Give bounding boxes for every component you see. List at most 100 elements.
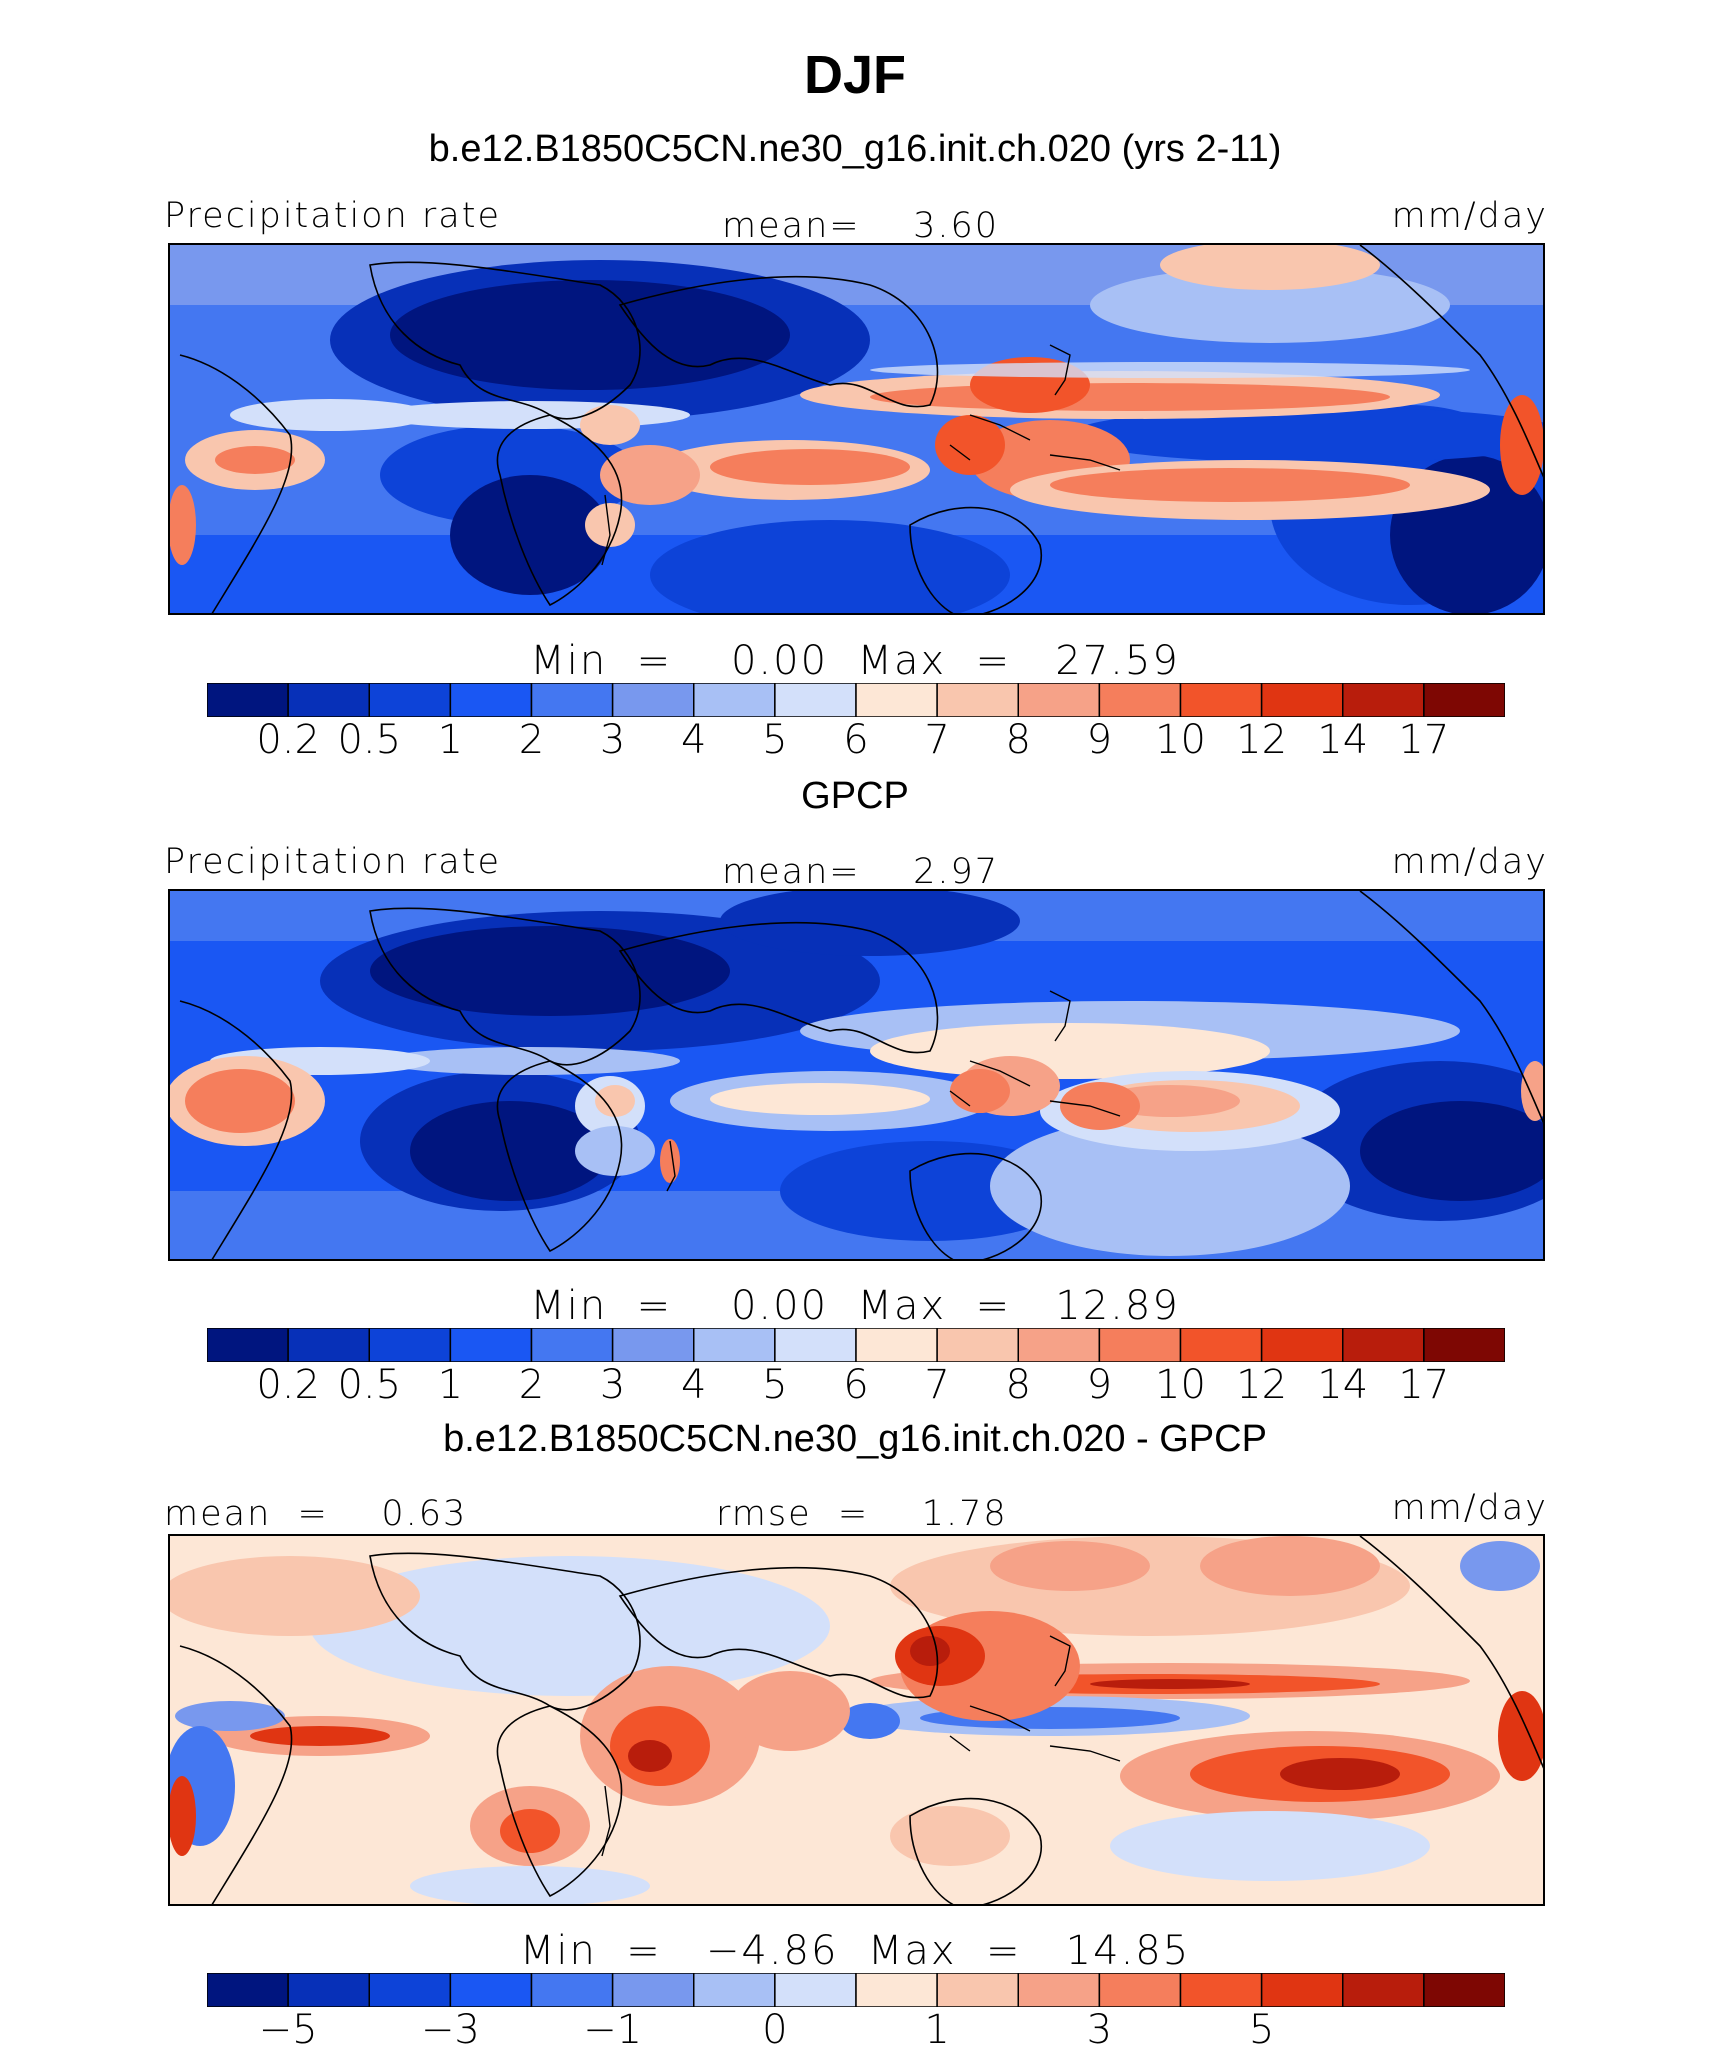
colorbar-tick-label: 5 (1248, 2007, 1275, 2053)
panel-3-map (168, 1534, 1545, 1906)
colorbar-tick-label: 7 (924, 1362, 950, 1408)
colorbar-box-12 (1098, 683, 1182, 717)
colorbar-box-13 (1179, 683, 1263, 717)
colorbar-box-5 (530, 683, 614, 717)
colorbar-box-1 (207, 683, 289, 717)
colorbar-box-8 (774, 683, 857, 717)
colorbar-tick-label: 0.5 (337, 1362, 402, 1408)
colorbar-tick-label: 8 (1005, 1362, 1031, 1408)
colorbar-tick-label: 9 (1086, 1362, 1113, 1408)
colorbar-tick-label: 12 (1236, 1362, 1288, 1408)
colorbar-tick-label: 1 (437, 1362, 464, 1408)
colorbar-box-1 (207, 1973, 289, 2007)
colorbar-tick-label: 3 (599, 1362, 626, 1408)
colorbar-box-5 (530, 1328, 614, 1362)
colorbar-tick-label: 6 (843, 1362, 869, 1408)
panel-1-colorbar (207, 683, 1505, 717)
colorbar-box-6 (611, 1973, 695, 2007)
panel-1-colorbar-ticks: 0.2 0.5 1 2 3 4 5 6 7 8 9 10 12 14 17 (0, 717, 1710, 767)
colorbar-box-8 (774, 1328, 857, 1362)
panel-2-subtitle: GPCP (801, 775, 909, 817)
colorbar-box-4 (449, 1973, 533, 2007)
colorbar-box-8 (774, 1973, 857, 2007)
colorbar-box-6 (611, 683, 695, 717)
colorbar-tick-label: 7 (924, 717, 950, 763)
panel-3-rmse-label: rmse = 1.78 (716, 1494, 1008, 1534)
panel-3-colorbar-ticks: −5 −3 −1 0 1 3 5 (0, 2007, 1710, 2057)
colorbar-box-15 (1342, 1328, 1425, 1362)
colorbar-tick-label: 2 (518, 1362, 545, 1408)
colorbar-box-13 (1179, 1973, 1263, 2007)
panel-1-min-max: Min = 0.00 Max = 27.59 (530, 638, 1180, 684)
panel-3-subtitle: b.e12.B1850C5CN.ne30_g16.init.ch.020 - G… (443, 1418, 1267, 1460)
colorbar-box-2 (287, 1328, 371, 1362)
colorbar-tick-label: −1 (583, 2007, 643, 2053)
colorbar-box-7 (693, 1973, 776, 2007)
panel-2-colorbar-ticks: 0.2 0.5 1 2 3 4 5 6 7 8 9 10 12 14 17 (0, 1362, 1710, 1412)
colorbar-box-15 (1342, 683, 1425, 717)
colorbar-box-3 (368, 1328, 452, 1362)
colorbar-tick-label: 3 (1086, 2007, 1113, 2053)
colorbar-tick-label: 5 (762, 1362, 788, 1408)
colorbar-box-11 (1017, 1973, 1101, 2007)
panel-1-map (168, 243, 1545, 615)
colorbar-tick-label: 2 (518, 717, 545, 763)
colorbar-box-12 (1098, 1973, 1182, 2007)
colorbar-box-7 (693, 1328, 776, 1362)
colorbar-box-3 (368, 683, 452, 717)
colorbar-tick-label: 12 (1236, 717, 1288, 763)
colorbar-tick-label: 5 (762, 717, 788, 763)
colorbar-tick-label: 1 (437, 717, 464, 763)
colorbar-box-10 (936, 683, 1020, 717)
colorbar-tick-label: 10 (1155, 1362, 1206, 1408)
colorbar-box-2 (287, 683, 371, 717)
colorbar-tick-label: 0.2 (256, 1362, 320, 1408)
panel-2-units-label: mm/day (1391, 842, 1548, 882)
colorbar-box-10 (936, 1973, 1020, 2007)
colorbar-box-14 (1260, 1328, 1344, 1362)
colorbar-tick-label: 17 (1398, 717, 1450, 763)
colorbar-box-4 (449, 683, 533, 717)
colorbar-tick-label: 4 (681, 717, 707, 763)
colorbar-tick-label: 0 (762, 2007, 788, 2053)
colorbar-tick-label: 17 (1398, 1362, 1450, 1408)
panel-3-min-max: Min = −4.86 Max = 14.85 (519, 1928, 1191, 1974)
colorbar-box-16 (1423, 683, 1505, 717)
colorbar-box-3 (368, 1973, 452, 2007)
panel-2-colorbar (207, 1328, 1505, 1362)
colorbar-box-13 (1179, 1328, 1263, 1362)
colorbar-tick-label: 9 (1086, 717, 1113, 763)
colorbar-box-7 (693, 683, 776, 717)
colorbar-box-6 (611, 1328, 695, 1362)
colorbar-tick-label: 4 (681, 1362, 707, 1408)
colorbar-box-11 (1017, 683, 1101, 717)
colorbar-tick-label: 14 (1317, 717, 1369, 763)
colorbar-tick-label: 3 (599, 717, 626, 763)
colorbar-tick-label: −3 (420, 2007, 480, 2053)
colorbar-box-14 (1260, 683, 1344, 717)
colorbar-tick-label: 14 (1317, 1362, 1369, 1408)
panel-2-variable-label: Precipitation rate (164, 842, 501, 882)
panel-1-mean-label: mean= 3.60 (722, 206, 1000, 246)
colorbar-tick-label: 0.5 (337, 717, 402, 763)
panel-1-contour-field (170, 245, 1543, 613)
panel-1-subtitle: b.e12.B1850C5CN.ne30_g16.init.ch.020 (yr… (428, 128, 1282, 170)
panel-2-map (168, 889, 1545, 1261)
colorbar-box-2 (287, 1973, 371, 2007)
colorbar-box-5 (530, 1973, 614, 2007)
colorbar-box-16 (1423, 1973, 1505, 2007)
colorbar-tick-label: 10 (1155, 717, 1206, 763)
colorbar-tick-label: 6 (843, 717, 869, 763)
colorbar-box-15 (1342, 1973, 1425, 2007)
panel-1-variable-label: Precipitation rate (164, 196, 501, 236)
colorbar-box-9 (855, 683, 938, 717)
panel-3-colorbar (207, 1973, 1505, 2007)
colorbar-tick-label: 1 (924, 2007, 950, 2053)
colorbar-tick-label: 0.2 (256, 717, 320, 763)
colorbar-box-4 (449, 1328, 533, 1362)
colorbar-box-12 (1098, 1328, 1182, 1362)
panel-3-mean-label: mean = 0.63 (164, 1494, 468, 1534)
figure-title: DJF (803, 45, 906, 105)
colorbar-box-11 (1017, 1328, 1101, 1362)
colorbar-box-16 (1423, 1328, 1505, 1362)
